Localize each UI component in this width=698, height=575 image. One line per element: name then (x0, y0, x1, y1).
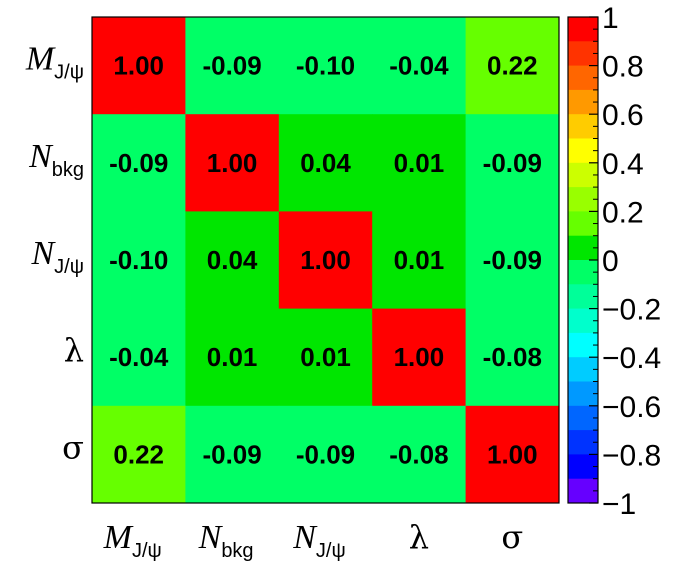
heatmap-cell (278, 114, 373, 212)
cell-value-label: -0.09 (202, 51, 261, 81)
axis-label-main: M (25, 41, 56, 78)
heatmap-cell (372, 211, 467, 310)
axis-label-subscript: bkg (221, 540, 253, 562)
colorbar-tick-label: −0.4 (602, 342, 661, 375)
cell-value-label: 0.01 (300, 342, 351, 372)
colorbar-tick-label: −1 (602, 488, 636, 521)
cell-value-label: 0.22 (113, 439, 164, 469)
colorbar-tick-label: −0.6 (602, 391, 661, 424)
x-axis-labels: MJ/ψ Nbkg NJ/ψ λ σ (103, 518, 524, 562)
heatmap-cell (92, 405, 186, 504)
colorbar-tick-label: 1 (602, 2, 619, 35)
heatmap-cell (372, 17, 467, 115)
heatmap-cell (465, 17, 560, 115)
y-axis-label-0: MJ/ψ (25, 41, 84, 84)
axis-label-subscript: J/ψ (316, 540, 346, 562)
colorbar-tick-label: 0.4 (602, 148, 644, 181)
axis-label-subscript: J/ψ (54, 62, 84, 84)
y-axis-label-1: Nbkg (28, 138, 84, 181)
axis-label-subscript: J/ψ (54, 256, 84, 278)
cell-value-label: 0.01 (394, 148, 445, 178)
cell-value-label: 1.00 (113, 51, 164, 81)
y-axis-label-3: λ (64, 331, 84, 369)
colorbar-tick-label: 0.2 (602, 196, 644, 229)
cell-value-label: -0.09 (109, 148, 168, 178)
heatmap-cell (92, 114, 186, 212)
heatmap-cell (465, 211, 560, 310)
cell-value-label: 0.01 (394, 245, 445, 275)
x-axis-label-3: λ (409, 518, 429, 556)
heatmap-cells (92, 17, 560, 504)
heatmap-cell (465, 114, 560, 212)
heatmap-cell (278, 308, 373, 407)
axis-label-main: N (292, 519, 318, 556)
cell-value-label: -0.10 (109, 245, 168, 275)
x-axis-label-2: NJ/ψ (292, 519, 346, 562)
axis-label-main: M (103, 519, 134, 556)
y-axis-label-2: NJ/ψ (30, 235, 84, 278)
x-axis-label-1: Nbkg (198, 519, 254, 562)
x-axis-label-4: σ (501, 518, 523, 556)
y-axis-label-4: σ (62, 428, 84, 466)
heatmap-cell (465, 405, 560, 504)
heatmap-cell (185, 211, 280, 310)
cell-value-label: -0.04 (389, 51, 449, 81)
heatmap-cell (185, 17, 280, 115)
heatmap-cell (465, 308, 560, 407)
heatmap-cell (185, 114, 280, 212)
axis-label-main: N (28, 138, 54, 175)
heatmap-cell (278, 405, 373, 504)
cell-value-label: 1.00 (394, 342, 445, 372)
colorbar-tick-label: −0.8 (602, 439, 661, 472)
cell-value-label: 0.22 (487, 51, 538, 81)
cell-value-label: -0.09 (296, 439, 355, 469)
axis-label-main: N (30, 235, 56, 272)
colorbar-tick-label: 0.8 (602, 51, 644, 84)
cell-value-label: 0.04 (300, 148, 351, 178)
colorbar-tick-label: 0 (602, 245, 619, 278)
heatmap-cell (185, 405, 280, 504)
plot-frame (91, 16, 560, 504)
x-axis-label-0: MJ/ψ (103, 519, 162, 562)
colorbar-tick-label: −0.2 (602, 294, 661, 327)
cell-value-label: 0.04 (207, 245, 258, 275)
cell-value-label: -0.10 (296, 51, 355, 81)
cell-value-label: 0.01 (207, 342, 258, 372)
heatmap-cell (92, 211, 186, 310)
cell-value-label: 1.00 (487, 439, 538, 469)
heatmap-cell (372, 114, 467, 212)
heatmap-cell (185, 308, 280, 407)
colorbar-tick-label: 0.6 (602, 99, 644, 132)
heatmap-cell (372, 308, 467, 407)
cell-value-label: -0.09 (202, 439, 261, 469)
axis-label-main: N (198, 519, 224, 556)
heatmap-cell (278, 17, 373, 115)
cell-value-label: 1.00 (207, 148, 258, 178)
heatmap-cell (278, 211, 373, 310)
axis-label-subscript: J/ψ (132, 540, 162, 562)
heatmap-cell (92, 17, 186, 115)
colorbar-ticks: 1 0.8 0.6 0.4 0.2 0 −0.2 −0.4 −0.6 −0.8 −1 (589, 2, 661, 521)
cell-value-label: -0.08 (389, 439, 448, 469)
heatmap-cell-labels: 1.00 -0.09 -0.10 -0.04 0.22 -0.09 1.00 0.04 0.01… (109, 51, 542, 470)
heatmap-cell (92, 308, 186, 407)
cell-value-label: -0.09 (483, 148, 542, 178)
heatmap-cell (372, 405, 467, 504)
axis-label-subscript: bkg (52, 159, 84, 181)
cell-value-label: 1.00 (300, 245, 351, 275)
cell-value-label: -0.04 (109, 342, 169, 372)
cell-value-label: -0.08 (483, 342, 542, 372)
cell-value-label: -0.09 (483, 245, 542, 275)
